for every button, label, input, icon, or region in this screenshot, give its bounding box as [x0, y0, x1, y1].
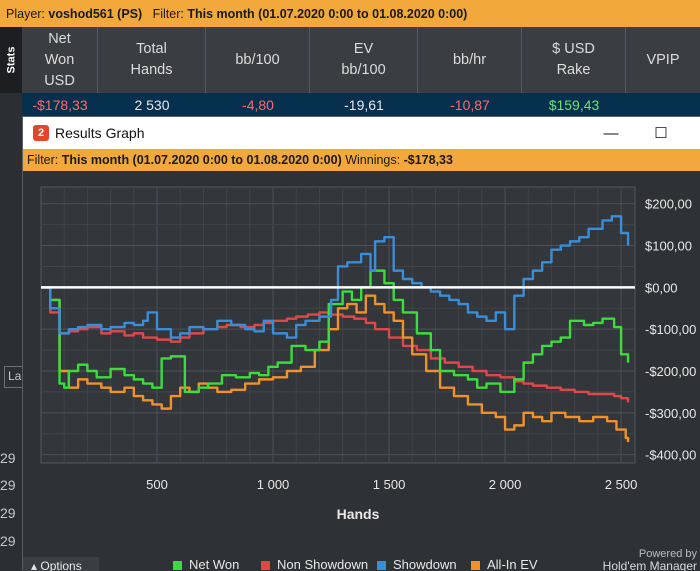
x-tick-label: 1 000	[257, 477, 290, 492]
cell-bb100: -4,80	[242, 96, 274, 113]
filter-value[interactable]: This month (01.07.2020 0:00 to 01.08.202…	[187, 6, 468, 21]
graph-filter-bar: Filter: This month (01.07.2020 0:00 to 0…	[23, 149, 700, 171]
legend-swatch	[173, 561, 182, 570]
legend-label: Showdown	[393, 557, 457, 571]
minimize-button[interactable]: —	[603, 124, 619, 142]
legend-label: Non Showdown	[277, 557, 368, 571]
legend-swatch	[261, 561, 270, 570]
stats-table-header: Net Won USD Total Hands bb/100 EV bb/100…	[22, 27, 700, 93]
options-button[interactable]	[23, 557, 99, 571]
y-tick-label: -$400,00	[645, 448, 696, 463]
stats-tab[interactable]: Stats	[0, 27, 22, 93]
cell-ev-bb100: -19,61	[344, 96, 384, 113]
powered-by-brand: Hold'em Manager	[603, 559, 697, 571]
y-tick-label: -$200,00	[645, 364, 696, 379]
column-header-total-hands[interactable]: Total Hands	[98, 27, 206, 93]
graph-filter-value[interactable]: This month (01.07.2020 0:00 to 01.08.202…	[61, 153, 342, 167]
winnings-value: -$178,33	[403, 153, 453, 167]
player-name[interactable]: voshod561 (PS)	[48, 6, 143, 21]
maximize-button[interactable]: ☐	[654, 125, 668, 142]
x-tick-label: 2 000	[489, 477, 522, 492]
window-title: Results Graph	[55, 125, 145, 141]
x-tick-label: 2 500	[605, 477, 638, 492]
winnings-label: Winnings:	[345, 153, 401, 167]
legend-label: All-In EV	[487, 557, 538, 571]
left-row-mark: 29	[0, 505, 16, 521]
legend-swatch	[377, 561, 386, 570]
column-header-net-won[interactable]: Net Won USD	[22, 27, 98, 93]
background-left-strip: 29 29 29 29	[0, 93, 22, 570]
app-logo-icon: 2	[33, 125, 49, 141]
player-label: Player:	[6, 6, 45, 21]
y-tick-label: $0,00	[645, 280, 678, 295]
cell-bb-hr: -10,87	[450, 96, 490, 113]
column-header-usd-rake[interactable]: $ USD Rake	[522, 27, 626, 93]
cell-total-hands: 2 530	[134, 96, 170, 113]
y-tick-label: -$300,00	[645, 406, 696, 421]
filter-label: Filter:	[152, 6, 184, 21]
x-tick-label: 500	[146, 477, 168, 492]
y-tick-label: -$100,00	[645, 322, 696, 337]
left-row-mark: 29	[0, 533, 16, 549]
left-row-mark: 29	[0, 450, 16, 466]
series-line-showdown	[41, 215, 630, 339]
stats-row[interactable]: -$178,33 2 530 -4,80 -19,61 -10,87 $159,…	[22, 93, 700, 116]
cell-net-won: -$178,33	[32, 96, 88, 113]
graph-filter-label: Filter:	[27, 153, 59, 167]
series-line-net-won	[41, 269, 630, 394]
series-line-non-showdown	[41, 286, 630, 403]
legend-label: Net Won	[189, 557, 239, 571]
column-header-bb100[interactable]: bb/100	[206, 27, 310, 93]
cell-vpip	[626, 93, 700, 116]
left-row-mark: 29	[0, 477, 16, 493]
column-header-ev-bb100[interactable]: EV bb/100	[310, 27, 418, 93]
series-line-all-in-ev	[41, 286, 630, 443]
x-tick-label: 1 500	[373, 477, 406, 492]
results-chart[interactable]: $200,00 $100,00 $0,00 -$100,00 -$200,00 -$300…	[23, 171, 700, 571]
options-label: ▴ Options	[31, 559, 82, 571]
cell-usd-rake: $159,43	[548, 96, 600, 113]
y-tick-label: $100,00	[645, 239, 692, 254]
results-graph-window: 2 Results Graph — ☐ Filter: This month (…	[22, 116, 700, 571]
x-axis-title: Hands	[337, 506, 380, 522]
legend-swatch	[471, 561, 480, 570]
y-tick-label: $200,00	[645, 197, 692, 212]
column-header-bb-hr[interactable]: bb/hr	[418, 27, 522, 93]
powered-by-text: Powered by	[639, 548, 698, 560]
stats-tab-label: Stats	[5, 46, 17, 74]
window-titlebar[interactable]: 2 Results Graph — ☐	[23, 117, 700, 149]
player-filter-bar: Player: voshod561 (PS) Filter: This mont…	[0, 0, 700, 27]
column-header-vpip[interactable]: VPIP	[646, 51, 680, 68]
